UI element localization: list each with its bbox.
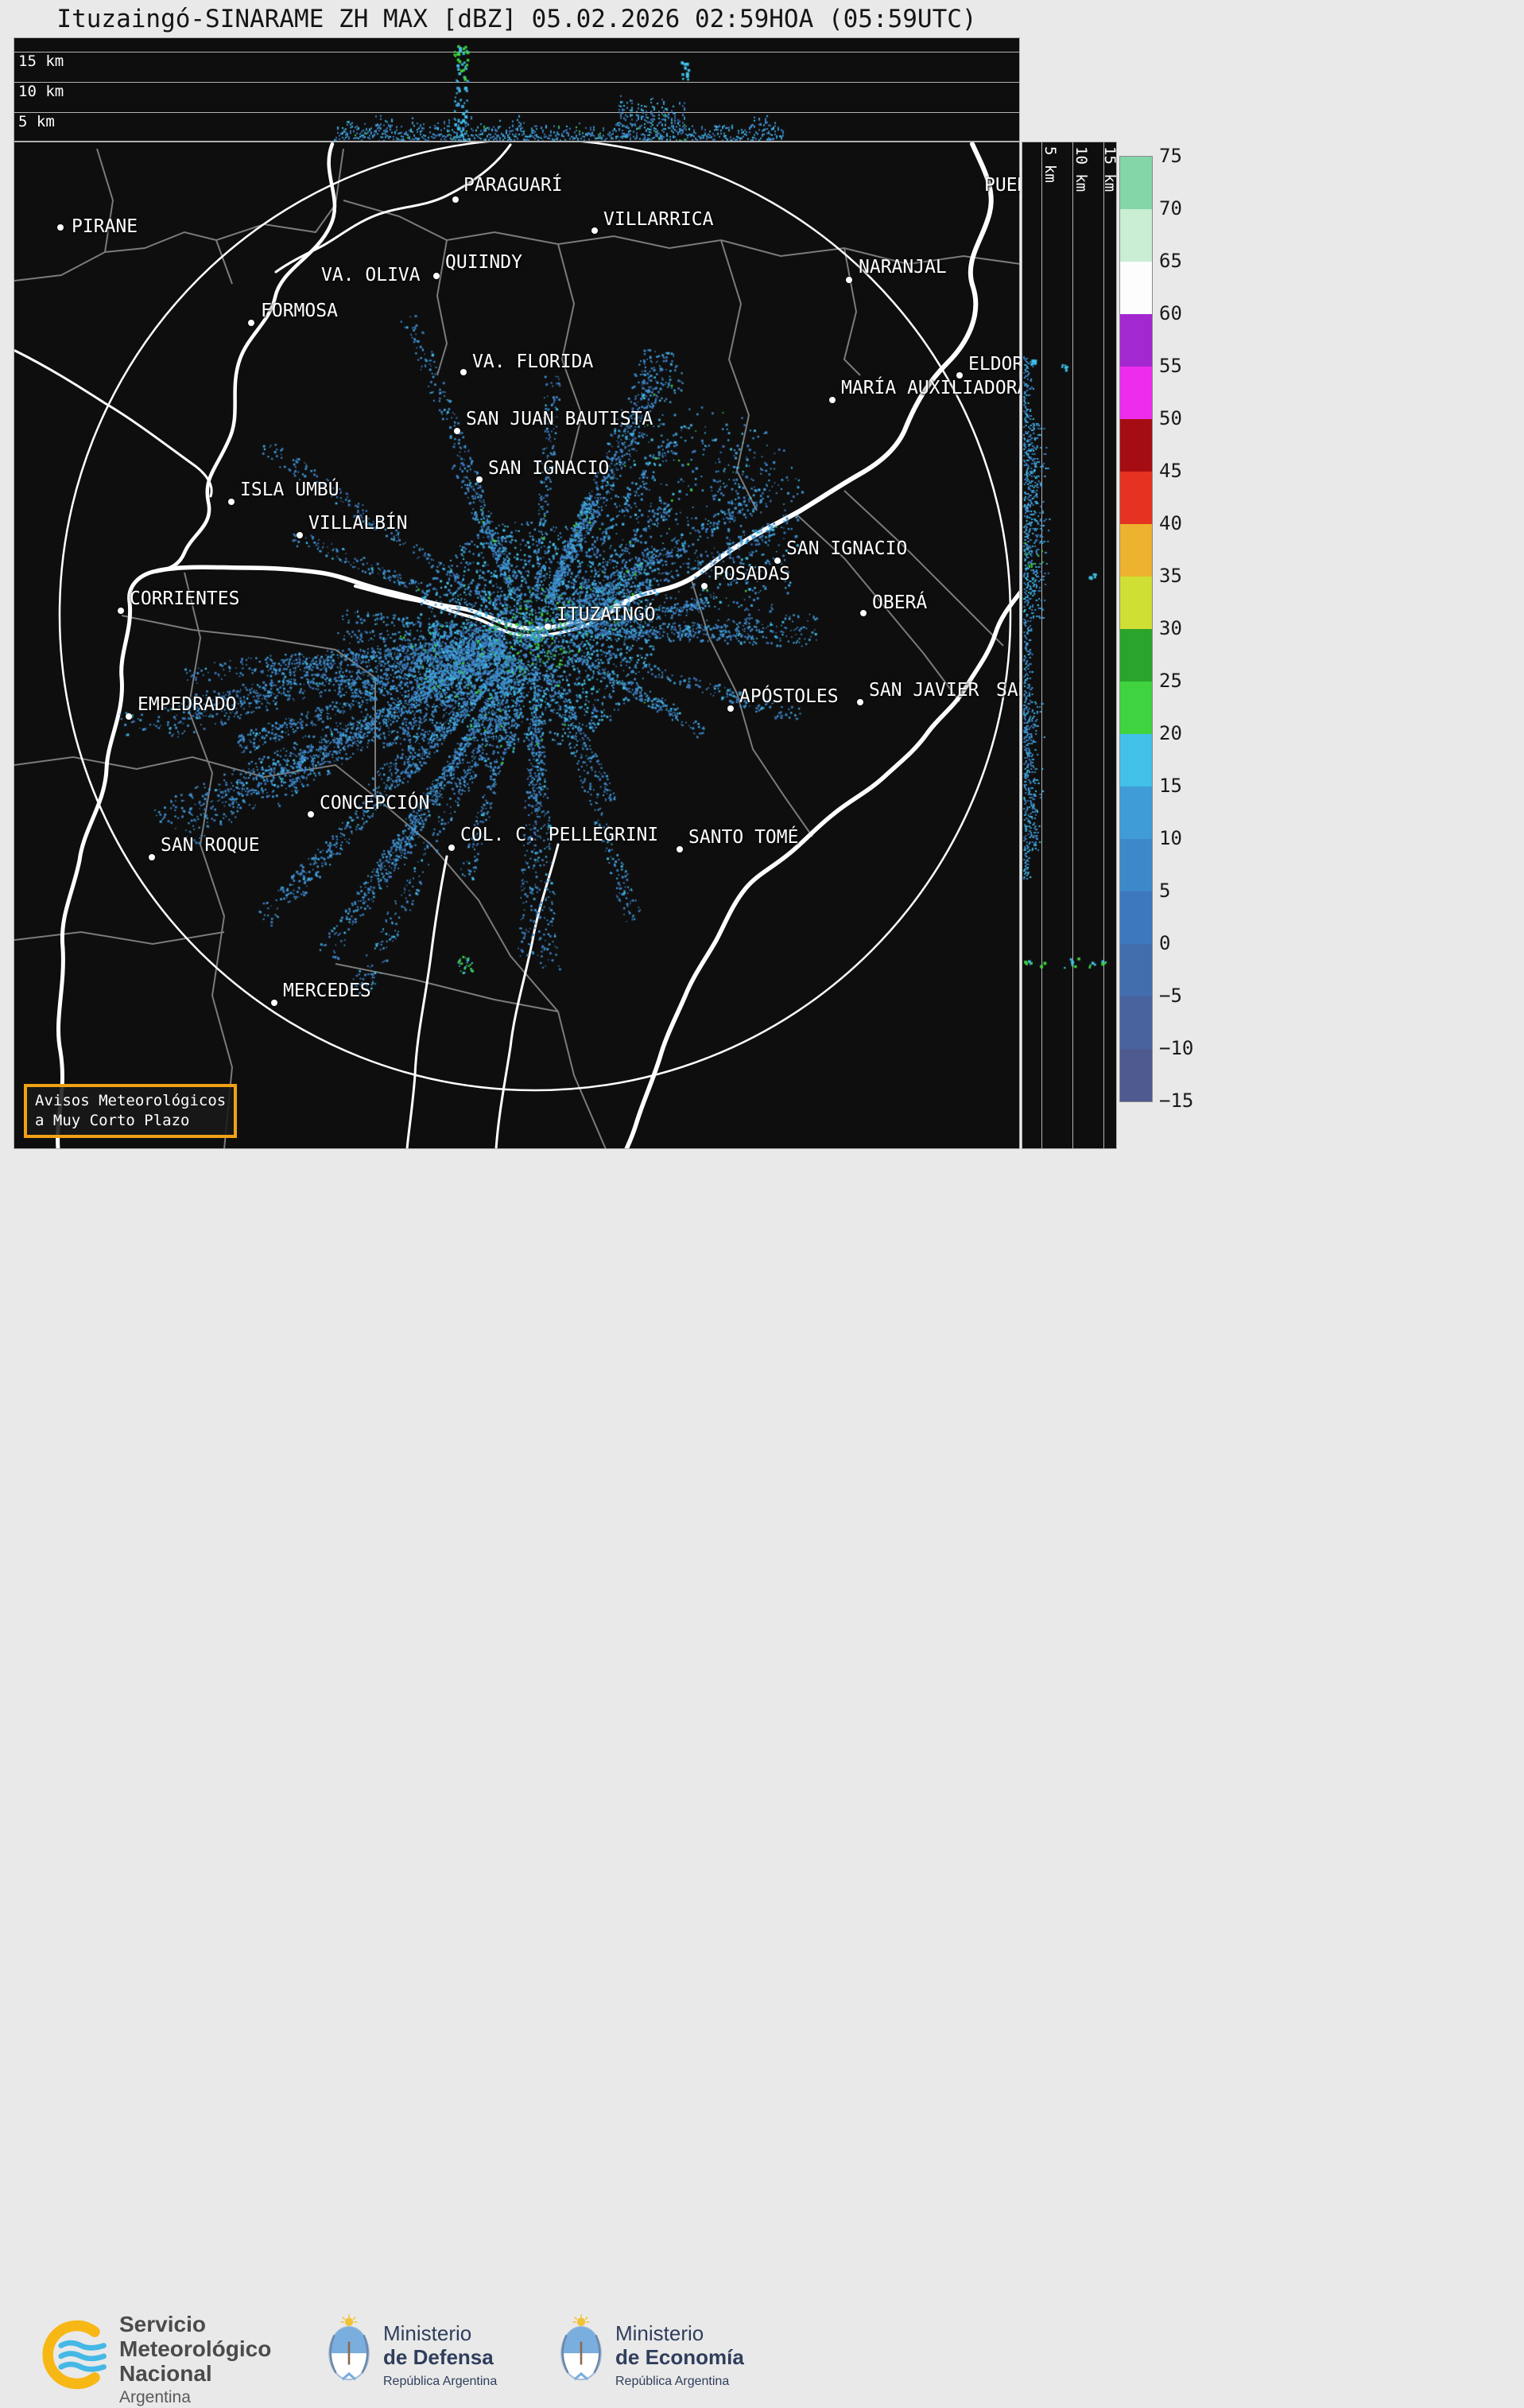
admin-border-path	[843, 247, 861, 376]
admin-border-path	[720, 239, 758, 511]
colorbar-tick-label: 40	[1159, 512, 1182, 534]
colorbar-segment	[1120, 367, 1152, 419]
colorbar-tick-label: 70	[1159, 197, 1182, 219]
altitude-label-10km: 10 km	[18, 83, 64, 100]
defensa-text-block: Ministerio de Defensa República Argentin…	[383, 2321, 497, 2390]
footer: Servicio Meteorológico Nacional Argentin…	[0, 1149, 1524, 2406]
defensa-line3: República Argentina	[383, 2375, 498, 2388]
colorbar-tick-label: −5	[1159, 985, 1182, 1007]
river-path	[154, 142, 337, 573]
colorbar-segment	[1120, 577, 1152, 629]
colorbar-tick-label: 15	[1159, 775, 1182, 797]
smn-logo-icon	[42, 2320, 107, 2390]
colorbar-tick-label: 45	[1159, 460, 1182, 482]
base-map	[14, 142, 1019, 1148]
economia-text-block: Ministerio de Economía República Argenti…	[615, 2321, 744, 2390]
defensa-line2: de Defensa	[383, 2345, 494, 2369]
colorbar-segment	[1120, 209, 1152, 262]
economia-crest-icon	[560, 2314, 602, 2381]
radar-map-panel	[14, 142, 1020, 1149]
river-path	[56, 569, 159, 1148]
colorbar-tick-label: 25	[1159, 670, 1182, 692]
cross-section-top-panel: 15 km 10 km 5 km	[14, 37, 1020, 142]
river-path	[494, 843, 560, 1148]
altitude-gridline-10km	[14, 82, 1019, 83]
smn-line3: Nacional	[119, 2361, 212, 2386]
colorbar-segment	[1120, 157, 1152, 209]
colorbar-tick-label: 50	[1159, 407, 1182, 429]
colorbar-segment	[1120, 682, 1152, 734]
colorbar-segment	[1120, 996, 1152, 1049]
dbz-colorbar	[1119, 156, 1153, 1102]
river-path	[274, 143, 512, 274]
colorbar-segment	[1120, 472, 1152, 524]
admin-borders	[14, 148, 1019, 1148]
river-path	[14, 349, 213, 498]
altitude-label-5km: 5 km	[18, 113, 55, 130]
colorbar-segment	[1120, 314, 1152, 367]
warning-box-line2: a Muy Corto Plazo	[35, 1112, 190, 1129]
colorbar-segment	[1120, 262, 1152, 314]
colorbar-segment	[1120, 419, 1152, 472]
colorbar-segment	[1120, 839, 1152, 891]
colorbar-tick-label: 75	[1159, 145, 1182, 167]
admin-border-path	[96, 148, 114, 253]
colorbar-segment	[1120, 786, 1152, 839]
smn-line1: Servicio	[119, 2312, 206, 2336]
colorbar-tick-label: 10	[1159, 827, 1182, 849]
altitude-gridline-10km	[1072, 142, 1073, 1148]
river-path	[405, 855, 448, 1148]
colorbar-tick-label: 35	[1159, 565, 1182, 587]
admin-border-path	[843, 490, 1004, 647]
rivers	[14, 142, 1019, 1148]
river-path	[645, 142, 994, 596]
defensa-line1: Ministerio	[383, 2321, 472, 2345]
colorbar-tick-label: −10	[1159, 1037, 1194, 1059]
colorbar-tick-label: 20	[1159, 722, 1182, 744]
warning-box: Avisos Meteorológicos a Muy Corto Plazo	[24, 1084, 238, 1138]
colorbar-segment	[1120, 944, 1152, 996]
admin-border-path	[215, 239, 233, 285]
admin-border-path	[691, 580, 813, 837]
colorbar-segment	[1120, 629, 1152, 682]
admin-border-path	[796, 514, 960, 702]
admin-border-path	[184, 572, 234, 1148]
economia-line3: República Argentina	[615, 2375, 730, 2388]
admin-border-path	[374, 796, 607, 1148]
altitude-label-15km: 15 km	[1101, 146, 1117, 192]
colorbar-tick-label: 30	[1159, 617, 1182, 639]
altitude-label-5km: 5 km	[1041, 146, 1059, 183]
warning-box-line1: Avisos Meteorológicos	[35, 1092, 227, 1109]
admin-border-path	[557, 243, 584, 464]
smn-text-block: Servicio Meteorológico Nacional Argentin…	[119, 2312, 271, 2408]
economia-line1: Ministerio	[615, 2321, 704, 2345]
radar-title: Ituzaingó-SINARAME ZH MAX [dBZ] 05.02.20…	[56, 5, 977, 33]
colorbar-tick-label: 65	[1159, 250, 1182, 272]
altitude-gridline-15km	[1103, 142, 1104, 1148]
smn-line2: Meteorológico	[119, 2336, 272, 2361]
radar-range-ring	[58, 142, 1012, 1092]
admin-border-path	[436, 239, 448, 376]
colorbar-tick-label: 60	[1159, 302, 1182, 324]
colorbar-tick-label: −15	[1159, 1089, 1194, 1112]
economia-line2: de Economía	[615, 2345, 744, 2369]
altitude-label-10km: 10 km	[1072, 146, 1090, 192]
colorbar-tick-label: 55	[1159, 355, 1182, 377]
altitude-gridline-5km	[14, 112, 1019, 113]
defensa-crest-icon	[328, 2314, 370, 2381]
admin-border-path	[14, 755, 376, 798]
altitude-gridline-5km	[1041, 142, 1042, 1148]
colorbar-tick-label: 5	[1159, 880, 1171, 902]
admin-border-path	[14, 930, 225, 946]
admin-border-path	[121, 615, 376, 797]
altitude-label-15km: 15 km	[18, 52, 64, 70]
smn-line4: Argentina	[119, 2388, 191, 2406]
colorbar-segment	[1120, 524, 1152, 577]
colorbar-segment	[1120, 891, 1152, 944]
colorbar-tick-label: 0	[1159, 932, 1171, 954]
cross-section-right-panel: 5 km 10 km 15 km	[1022, 142, 1117, 1149]
colorbar-segment	[1120, 734, 1152, 786]
colorbar-segment	[1120, 1049, 1152, 1101]
